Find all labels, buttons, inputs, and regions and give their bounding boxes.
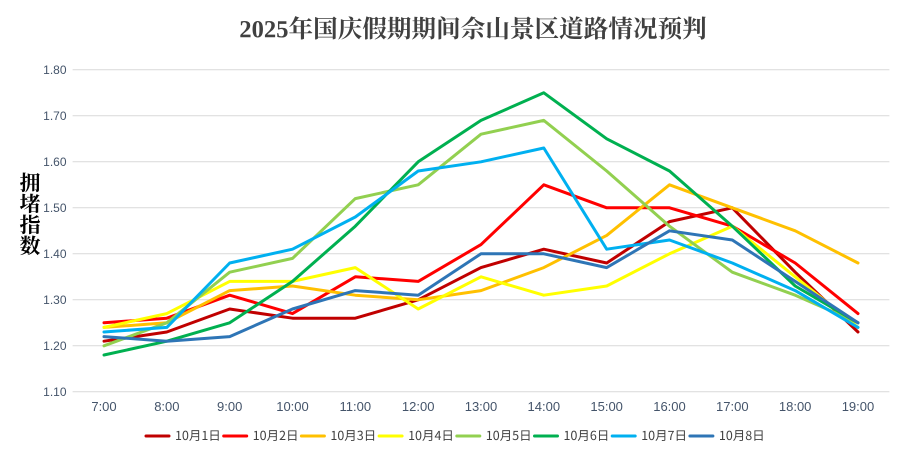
legend-item-10月5日	[455, 430, 530, 442]
y-axis-label-char	[19, 172, 40, 193]
y-axis-label-char	[19, 214, 40, 235]
x-tick-label-10:00: 10:00	[276, 399, 309, 414]
series-line-10月6日	[102, 91, 860, 357]
legend-label-10月3日	[331, 430, 375, 442]
legend-label-10月4日	[409, 430, 452, 442]
x-tick-label-13:00: 13:00	[465, 399, 498, 414]
legend-item-10月4日	[377, 430, 452, 442]
legend	[144, 430, 763, 442]
y-tick-label-1.50: 1.50	[43, 201, 67, 215]
x-tick-label-11:00: 11:00	[340, 399, 372, 414]
legend-label-10月5日	[486, 430, 530, 442]
legend-item-10月8日	[688, 430, 763, 442]
y-axis-label-char	[20, 235, 41, 256]
legend-item-10月1日	[144, 430, 219, 442]
legend-label-10月6日	[564, 430, 608, 442]
legend-item-10月6日	[533, 430, 608, 442]
gridlines	[72, 69, 890, 393]
y-tick-label-1.30: 1.30	[43, 293, 67, 307]
y-tick-label-1.70: 1.70	[43, 109, 67, 123]
legend-label-10月8日	[720, 430, 763, 442]
legend-item-10月2日	[222, 430, 297, 442]
chart-title	[240, 16, 706, 40]
y-axis-label-char	[19, 193, 41, 214]
x-tick-label-16:00: 16:00	[653, 399, 686, 414]
y-tick-label-1.20: 1.20	[43, 339, 67, 353]
legend-item-10月3日	[299, 430, 375, 442]
x-tick-label-14:00: 14:00	[528, 399, 561, 414]
x-tick-label-17:00: 17:00	[716, 399, 749, 414]
legend-label-10月2日	[253, 430, 297, 442]
legend-label-10月7日	[642, 430, 685, 442]
y-tick-label-1.10: 1.10	[43, 385, 67, 399]
y-tick-label-1.40: 1.40	[43, 247, 67, 261]
series-line-10月5日	[102, 118, 860, 348]
x-tick-label-8:00: 8:00	[154, 399, 179, 414]
series-line-10月3日	[102, 183, 860, 329]
x-tick-label-12:00: 12:00	[402, 399, 435, 414]
series-lines	[102, 91, 860, 357]
y-tick-label-1.60: 1.60	[43, 155, 67, 169]
x-tick-label-19:00: 19:00	[842, 399, 875, 414]
y-axis-label	[19, 172, 41, 256]
x-tick-label-15:00: 15:00	[590, 399, 623, 414]
legend-item-10月7日	[610, 430, 685, 442]
series-line-10月8日	[102, 229, 860, 343]
y-tick-label-1.80: 1.80	[43, 63, 67, 77]
series-line-10月7日	[102, 146, 860, 334]
legend-label-10月1日	[176, 430, 219, 442]
x-tick-label-7:00: 7:00	[91, 399, 116, 414]
x-tick-label-9:00: 9:00	[217, 399, 242, 414]
y-axis-tick-labels: 1.10 1.20 1.30 1.40 1.50 1.60 1.70 1.80	[43, 63, 67, 399]
x-axis-tick-labels: 7:00 8:00 9:00 10:00 11:00 12:00 13:00 14:00 15:…	[91, 399, 874, 414]
x-tick-label-18:00: 18:00	[779, 399, 812, 414]
